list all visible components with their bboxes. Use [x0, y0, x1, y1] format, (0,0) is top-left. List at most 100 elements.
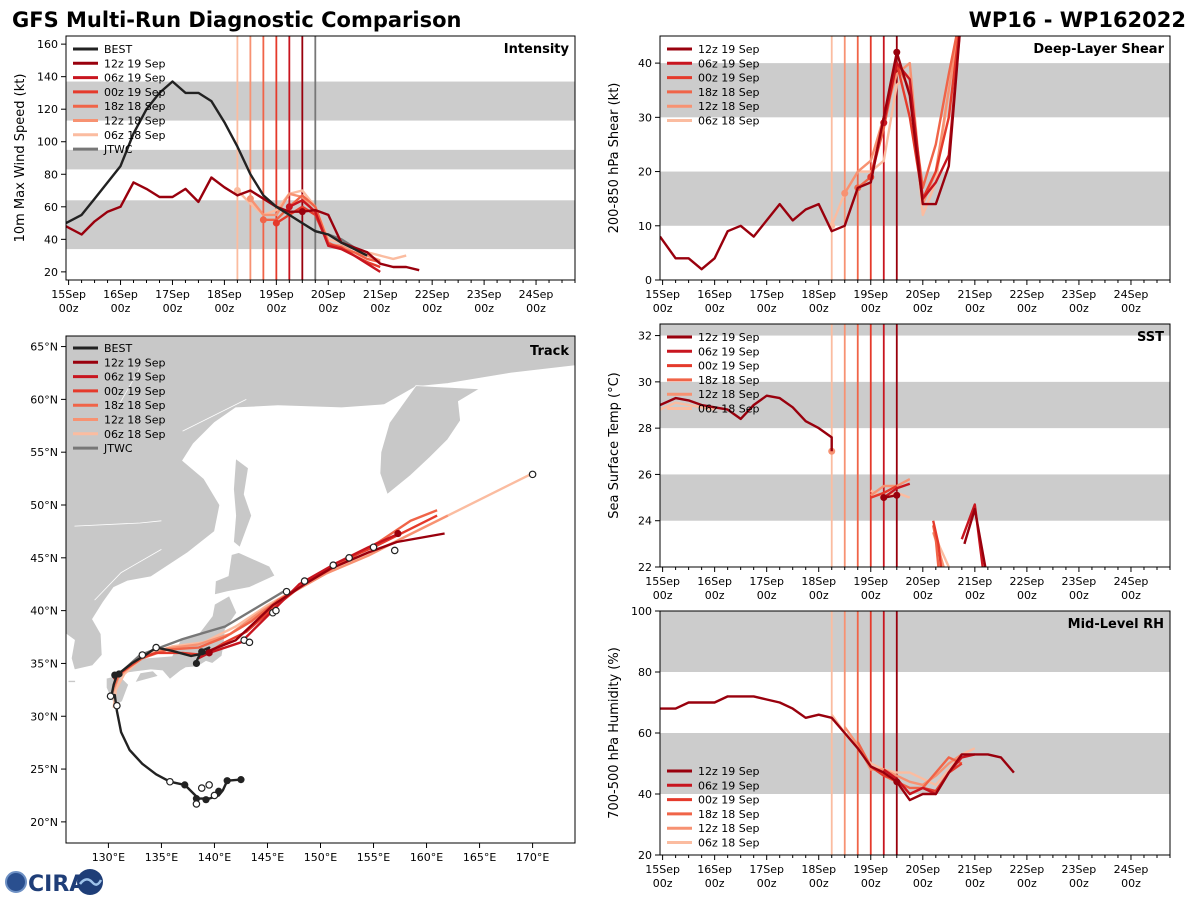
track-point-filled [181, 781, 189, 789]
legend-label-06z-18-sep: 06z 18 Sep [104, 129, 166, 142]
plot-frame [659, 323, 1171, 568]
track-point-open [152, 643, 160, 652]
intensity-panel: 15Sep00z16Sep00z17Sep00z18Sep00z19Sep00z… [13, 35, 576, 315]
rh-panel: 15Sep00z16Sep00z17Sep00z18Sep00z19Sep00z… [607, 605, 1171, 890]
legend-label-06z-19-sep: 06z 19 Sep [104, 371, 166, 384]
track-point-filled [237, 776, 245, 784]
land-shikoku [134, 670, 160, 684]
threshold-band-0 [660, 171, 1170, 226]
x-tick-sublabel: 00z [653, 589, 673, 602]
border-line-3 [118, 367, 141, 405]
track-point-open [345, 554, 353, 562]
x-tick-sublabel: 00z [705, 302, 725, 315]
x-tick-sublabel: 00z [965, 302, 985, 315]
legend-label-best: BEST [104, 43, 132, 56]
x-tick-label: 19Sep [853, 863, 888, 876]
series-line-12z-19-sep [66, 176, 420, 272]
track-point-open [369, 543, 378, 552]
lon-tick-label: 165°E [463, 851, 496, 864]
figure-title-left: GFS Multi-Run Diagnostic Comparison [12, 8, 461, 32]
x-tick-label: 24Sep [519, 288, 554, 301]
track-point-open [390, 546, 399, 555]
legend-label-18z-18-sep: 18z 18 Sep [104, 100, 166, 113]
track-point-open [166, 777, 174, 786]
series-marker-12z-19-sep [298, 208, 306, 216]
x-tick-label: 17Sep [749, 288, 784, 301]
logo-globe-icon [6, 872, 26, 892]
x-tick-sublabel: 00z [653, 877, 673, 890]
x-tick-sublabel: 00z [705, 877, 725, 890]
legend-label-18z-18-sep: 18z 18 Sep [698, 808, 760, 821]
y-axis-label: 10m Max Wind Speed (kt) [13, 74, 28, 243]
track-point-open [282, 587, 291, 596]
border-line-0 [94, 549, 162, 601]
series-line-06z-18-sep [937, 543, 950, 567]
x-tick-sublabel: 00z [318, 302, 338, 315]
legend-label-12z-19-sep: 12z 19 Sep [698, 765, 760, 778]
logo-badge-icon [77, 869, 103, 895]
series-marker-00z-19-sep [272, 219, 280, 227]
legend-label-06z-18-sep: 06z 18 Sep [104, 428, 166, 441]
series-line-12z-18-sep [870, 478, 911, 497]
track-point-filled [198, 648, 206, 656]
series-line-06z-19-sep [288, 199, 381, 273]
x-tick-sublabel: 00z [1121, 302, 1141, 315]
series-marker-12z-19-sep [893, 48, 901, 56]
series-line-06z-18-sep [660, 401, 715, 411]
x-tick-sublabel: 00z [809, 589, 829, 602]
track-point-filled [192, 795, 201, 803]
lon-tick-label: 170°E [516, 851, 549, 864]
x-tick-label: 16Sep [697, 575, 732, 588]
cira-logo: CIRA [5, 869, 103, 897]
y-tick-label: 40 [44, 233, 58, 246]
land-kamchatka [379, 385, 481, 496]
y-axis-label: Sea Surface Temp (°C) [607, 372, 622, 519]
x-tick-label: 19Sep [853, 288, 888, 301]
threshold-band-0 [660, 474, 1170, 521]
x-tick-label: 20Sep [905, 575, 940, 588]
track-point-open [205, 781, 213, 789]
series-line-12z-18-sep [843, 36, 959, 206]
lat-tick-label: 55°N [30, 446, 58, 459]
legend-label-00z-19-sep: 00z 19 Sep [698, 72, 760, 85]
x-tick-label: 18Sep [801, 863, 836, 876]
legend-label-12z-19-sep: 12z 19 Sep [698, 331, 760, 344]
series-line-12z-19-sep [660, 394, 833, 452]
lat-tick-label: 50°N [30, 499, 58, 512]
lon-tick-label: 145°E [251, 851, 284, 864]
legend-label-jtwc: JTWC [103, 143, 133, 156]
track-point-open [138, 651, 147, 659]
series-line-best [66, 80, 368, 257]
x-tick-label: 20Sep [311, 288, 346, 301]
series-marker-12z-19-sep [880, 494, 888, 502]
y-tick-label: 22 [638, 561, 652, 574]
x-tick-sublabel: 00z [913, 877, 933, 890]
y-tick-label: 30 [638, 376, 652, 389]
legend-label-12z-18-sep: 12z 18 Sep [104, 115, 166, 128]
track-point-open [300, 577, 309, 585]
y-tick-label: 20 [638, 849, 652, 862]
y-tick-label: 20 [44, 266, 58, 279]
x-tick-label: 22Sep [1010, 575, 1045, 588]
sst-panel: 15Sep00z16Sep00z17Sep00z18Sep00z19Sep00z… [607, 323, 1171, 602]
legend-label-12z-18-sep: 12z 18 Sep [698, 388, 760, 401]
x-tick-sublabel: 00z [1069, 877, 1089, 890]
plot-area [660, 611, 1170, 855]
x-tick-sublabel: 00z [59, 302, 79, 315]
series-line-12z-19-sep [660, 695, 1015, 802]
legend-label-12z-19-sep: 12z 19 Sep [698, 43, 760, 56]
y-tick-label: 140 [37, 71, 58, 84]
series-marker-18z-18-sep [259, 216, 267, 224]
threshold-band-2 [660, 324, 1170, 336]
x-tick-sublabel: 00z [913, 589, 933, 602]
legend-label-jtwc: JTWC [103, 442, 133, 455]
series-marker-06z-18-sep [233, 187, 241, 195]
y-tick-label: 80 [638, 666, 652, 679]
track-point-filled [192, 659, 201, 668]
series-line-12z-19-sep [660, 36, 961, 271]
series-marker-06z-19-sep [285, 203, 293, 211]
legend-label-00z-19-sep: 00z 19 Sep [698, 794, 760, 807]
track-point-open [245, 638, 254, 647]
series-line-18z-18-sep [263, 194, 381, 264]
